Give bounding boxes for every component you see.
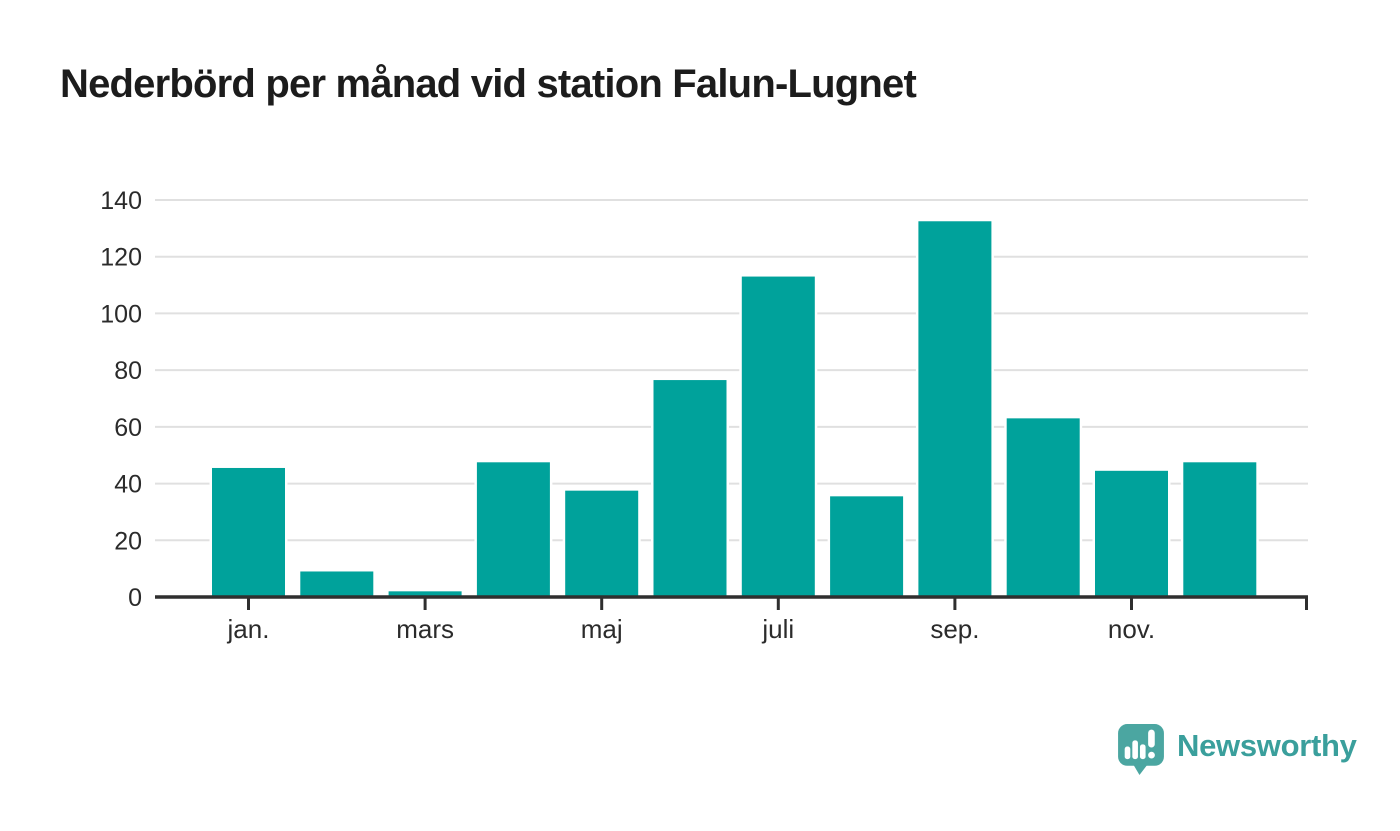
- y-axis-label-100: 100: [100, 300, 142, 328]
- bar-juli: [741, 276, 815, 597]
- bar-jan.: [212, 467, 285, 597]
- x-axis-label-maj: maj: [581, 614, 623, 644]
- y-axis-label-80: 80: [114, 357, 142, 385]
- y-axis-label-60: 60: [114, 414, 142, 442]
- bar-dec.: [1183, 462, 1257, 597]
- bar-mars: [388, 591, 462, 597]
- x-axis-label-jan.: jan.: [227, 614, 270, 644]
- x-axis-label-mars: mars: [396, 614, 454, 644]
- brand-name: Newsworthy: [1177, 728, 1357, 763]
- x-axis-label-nov.: nov.: [1108, 614, 1155, 644]
- x-axis-label-sep.: sep.: [930, 614, 979, 644]
- bar-maj: [565, 490, 639, 597]
- y-axis-label-0: 0: [128, 584, 142, 612]
- bar-sep.: [918, 221, 992, 597]
- logo-exclamation-stem: [1148, 729, 1155, 748]
- precipitation-bar-chart: 0 20 40 60 80 100 120 140 jan. mars maj juli sep. nov…: [100, 187, 1308, 644]
- y-axis-label-20: 20: [114, 527, 142, 555]
- logo-bar-1: [1124, 746, 1131, 760]
- x-axis-label-juli: juli: [761, 614, 794, 644]
- bar-nov.: [1095, 470, 1168, 597]
- bar-feb.: [300, 571, 374, 597]
- bar-okt.: [1006, 418, 1080, 597]
- y-axis-label-120: 120: [100, 244, 142, 272]
- y-axis-label-40: 40: [114, 471, 142, 499]
- logo-bar-2: [1132, 740, 1138, 760]
- y-axis-label-140: 140: [100, 187, 142, 215]
- bar-apr.: [476, 462, 550, 597]
- logo-exclamation-dot: [1148, 751, 1155, 759]
- bar-juni: [653, 380, 727, 597]
- bar-chart-speech-bubble-icon: [1118, 724, 1164, 775]
- bar-aug.: [830, 496, 904, 597]
- logo-bar-3: [1139, 744, 1146, 760]
- chart-title: Nederbörd per månad vid station Falun-Lu…: [60, 62, 917, 106]
- newsworthy-logo: Newsworthy: [1116, 723, 1357, 776]
